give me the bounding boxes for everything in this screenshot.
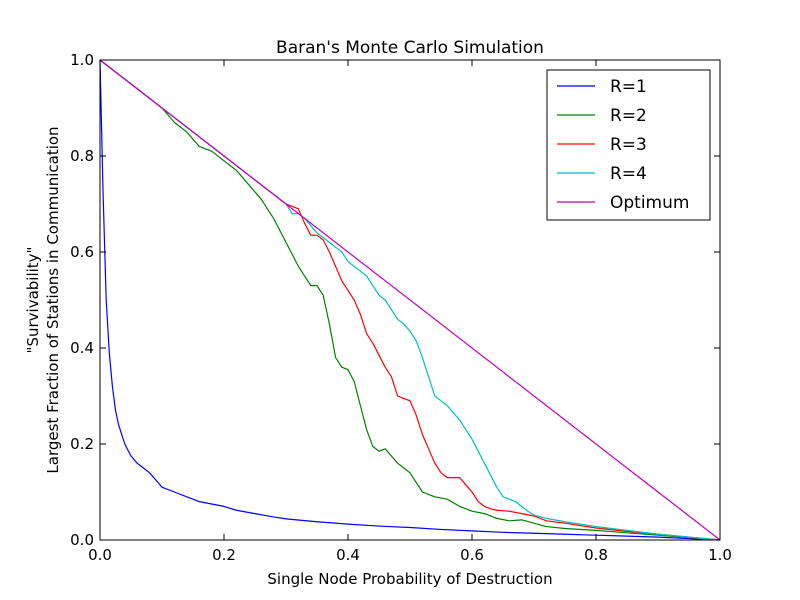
x-axis-label: Single Node Probability of Destruction (267, 570, 552, 588)
legend-frame (546, 69, 711, 221)
x-tick-label: 0.0 (88, 546, 112, 564)
series-line-4 (99, 59, 721, 541)
legend-items: R=1 R=2 R=3 R=4 Optimum (557, 77, 689, 213)
x-tick-label: 0.6 (460, 546, 484, 564)
legend-label: R=4 (610, 164, 647, 184)
legend-item: R=2 (557, 106, 647, 126)
legend-item: R=4 (557, 164, 647, 184)
x-tick-label: 0.2 (212, 546, 236, 564)
legend-item: R=1 (557, 77, 647, 97)
legend-label: R=2 (610, 106, 647, 126)
x-tick-label: 0.8 (584, 546, 608, 564)
series-line-2 (99, 59, 721, 541)
legend-item: R=3 (557, 135, 647, 155)
tick-layer: 0.0 0.2 0.4 0.6 0.8 1.0 0.0 0.2 0.4 0.6 0.8 1.0 (70, 51, 732, 564)
series-line-0 (99, 59, 721, 541)
x-tick-label: 0.4 (336, 546, 360, 564)
chart-title: Baran's Monte Carlo Simulation (276, 38, 544, 58)
series-line-1 (99, 59, 721, 541)
legend-item: Optimum (557, 193, 689, 213)
plot-area: 0.0 0.2 0.4 0.6 0.8 1.0 0.0 0.2 0.4 0.6 0.8 1.0 (70, 51, 732, 564)
y-tick-label: 0.8 (70, 147, 94, 165)
y-tick-label: 0.2 (70, 435, 94, 453)
y-axis-label-line1: "Survivability" (24, 247, 42, 354)
legend-label: R=3 (610, 135, 647, 155)
y-tick-label: 0.0 (70, 531, 94, 549)
y-tick-label: 0.4 (70, 339, 94, 357)
legend: R=1 R=2 R=3 R=4 Optimum (546, 69, 711, 221)
y-axis-label-line2: Largest Fraction of Stations in Communic… (44, 126, 62, 473)
y-tick-label: 1.0 (70, 51, 94, 69)
x-tick-label: 1.0 (708, 546, 732, 564)
series-layer (99, 59, 721, 541)
legend-label: Optimum (610, 193, 689, 213)
plot-frame (99, 59, 721, 541)
y-tick-label: 0.6 (70, 243, 94, 261)
legend-label: R=1 (610, 77, 647, 97)
